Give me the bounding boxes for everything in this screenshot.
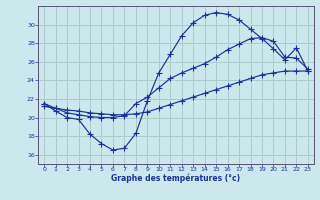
- X-axis label: Graphe des températures (°c): Graphe des températures (°c): [111, 174, 241, 183]
